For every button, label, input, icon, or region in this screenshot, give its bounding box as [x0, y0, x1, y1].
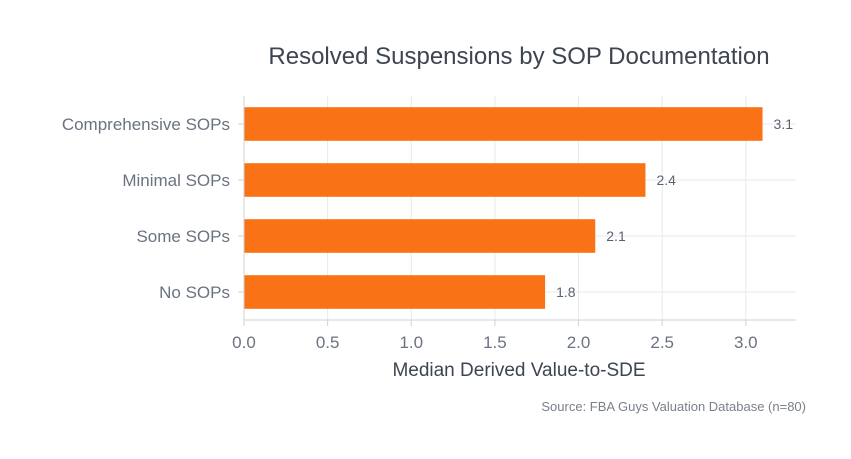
- category-label: Some SOPs: [136, 227, 230, 246]
- x-tick-label: 0.5: [316, 333, 340, 352]
- bar: [244, 107, 763, 141]
- x-tick-label: 0.0: [232, 333, 256, 352]
- x-axis-title: Median Derived Value-to-SDE: [392, 360, 645, 381]
- data-label: 2.4: [656, 172, 676, 188]
- data-label: 3.1: [774, 116, 794, 132]
- x-tick-label: 2.0: [567, 333, 591, 352]
- source-note: Source: FBA Guys Valuation Database (n=8…: [541, 399, 806, 414]
- x-tick-label: 2.5: [650, 333, 674, 352]
- bar: [244, 275, 546, 309]
- x-tick-label: 1.5: [483, 333, 507, 352]
- x-tick-label: 1.0: [399, 333, 423, 352]
- category-label: Minimal SOPs: [122, 171, 230, 190]
- bar: [244, 163, 646, 197]
- data-label: 1.8: [556, 284, 576, 300]
- category-label: Comprehensive SOPs: [62, 115, 230, 134]
- bar: [244, 219, 596, 253]
- bar-layer: 3.1 2.4 2.1 1.8: [244, 107, 793, 309]
- data-label: 2.1: [606, 228, 626, 244]
- axis-layer: 0.0 0.5 1.0 1.5 2.0 2.5 3.0 Comprehensive SOPs M…: [62, 96, 796, 352]
- category-label: No SOPs: [159, 283, 230, 302]
- x-tick-label: 3.0: [734, 333, 758, 352]
- chart-title: Resolved Suspensions by SOP Documentatio…: [268, 43, 769, 70]
